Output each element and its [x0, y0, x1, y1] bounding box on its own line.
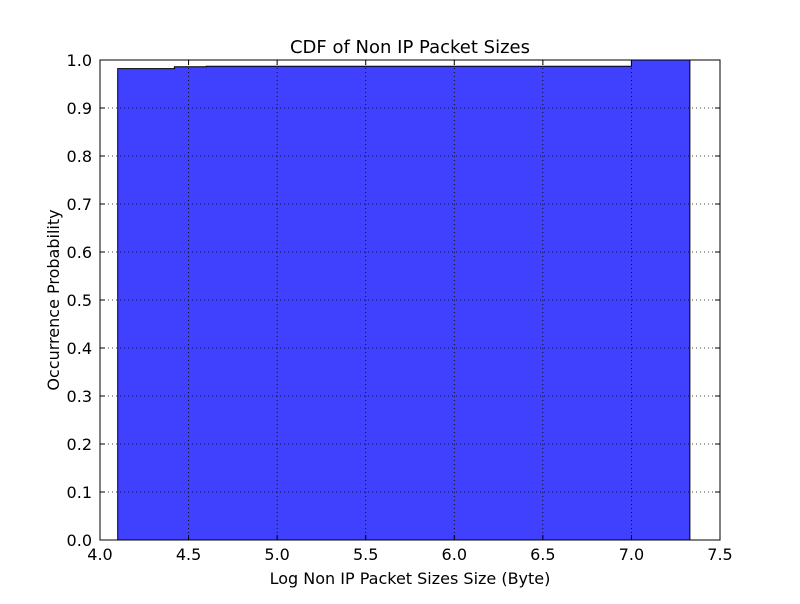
y-axis-label: Occurrence Probability: [44, 209, 63, 390]
y-tick-label: 0.5: [67, 291, 92, 310]
x-tick-label: 4.0: [87, 545, 112, 564]
y-tick-label: 0.0: [67, 531, 92, 550]
chart-title: CDF of Non IP Packet Sizes: [290, 37, 530, 58]
x-axis-label: Log Non IP Packet Sizes Size (Byte): [270, 569, 551, 588]
y-tick-label: 0.9: [67, 99, 92, 118]
y-tick-label: 0.1: [67, 483, 92, 502]
cdf-area-series-0: [117, 59, 691, 541]
y-tick-label: 0.3: [67, 387, 92, 406]
y-tick-label: 0.7: [67, 195, 92, 214]
plot-area: 4.0 4.5 5.0 5.5 6.0 6.5 7.0 7.5 0.0 0.1 0.2 0.3 0.4 0…: [67, 51, 733, 564]
y-tick-label: 0.6: [67, 243, 92, 262]
x-tick-label: 4.5: [176, 545, 201, 564]
y-tick-label: 0.2: [67, 435, 92, 454]
x-tick-label: 7.0: [619, 545, 644, 564]
x-tick-label: 6.5: [530, 545, 555, 564]
y-tick-label: 1.0: [67, 51, 92, 70]
x-tick-label: 6.0: [442, 545, 467, 564]
x-tick-label: 5.5: [353, 545, 378, 564]
y-tick-label: 0.4: [67, 339, 92, 358]
y-tick-label: 0.8: [67, 147, 92, 166]
x-tick-label: 5.0: [264, 545, 289, 564]
x-tick-label: 7.5: [707, 545, 732, 564]
